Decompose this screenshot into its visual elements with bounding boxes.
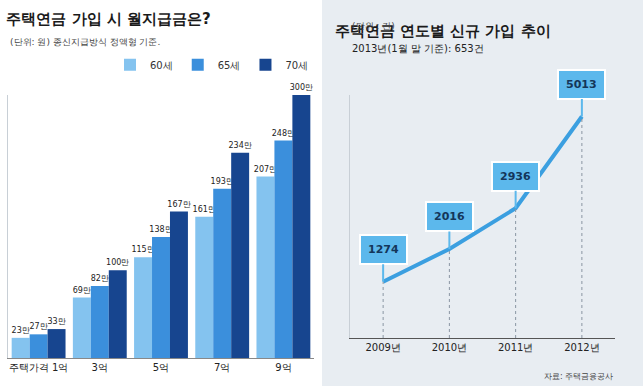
svg-text:60세: 60세 — [150, 60, 173, 71]
svg-text:주택연금 연도별 신규 가입 추이: 주택연금 연도별 신규 가입 추이 — [335, 22, 551, 40]
svg-text:2009년: 2009년 — [365, 342, 400, 353]
svg-text:2013년(1월 말 기준): 653건: 2013년(1월 말 기준): 653건 — [352, 43, 484, 54]
svg-text:7억: 7억 — [214, 362, 230, 373]
svg-text:2016: 2016 — [434, 210, 465, 223]
svg-text:161만: 161만 — [193, 205, 216, 214]
svg-text:2936: 2936 — [500, 170, 531, 183]
svg-text:27만: 27만 — [30, 322, 48, 331]
svg-text:2012년: 2012년 — [564, 342, 599, 353]
svg-text:9억: 9억 — [275, 362, 291, 373]
svg-text:33만: 33만 — [47, 317, 65, 326]
svg-text:2010년: 2010년 — [432, 342, 467, 353]
svg-text:5013: 5013 — [566, 78, 597, 91]
svg-text:248만: 248만 — [272, 129, 295, 138]
svg-text:주택연금 가입 시 월지급금은?: 주택연금 가입 시 월지급금은? — [6, 10, 210, 28]
svg-text:23만: 23만 — [12, 326, 30, 335]
svg-text:(단위 : 건): (단위 : 건) — [352, 21, 395, 31]
svg-text:주택가격 1억: 주택가격 1억 — [9, 362, 69, 373]
svg-text:5억: 5억 — [153, 362, 169, 373]
svg-text:115만: 115만 — [131, 245, 154, 254]
svg-text:70세: 70세 — [285, 60, 308, 71]
svg-text:193만: 193만 — [211, 177, 234, 186]
svg-text:100만: 100만 — [106, 258, 129, 267]
svg-text:300만: 300만 — [290, 83, 313, 92]
svg-text:167만: 167만 — [167, 200, 190, 209]
svg-text:1274: 1274 — [368, 243, 399, 256]
svg-text:207만: 207만 — [254, 165, 277, 174]
svg-text:138만: 138만 — [149, 225, 172, 234]
svg-text:자료: 주택금융공사: 자료: 주택금융공사 — [544, 372, 613, 381]
svg-text:65세: 65세 — [218, 60, 241, 71]
svg-text:2011년: 2011년 — [498, 342, 533, 353]
svg-text:3억: 3억 — [92, 362, 108, 373]
svg-text:(단위: 원) 종신지급방식 정액형 기준.: (단위: 원) 종신지급방식 정액형 기준. — [10, 37, 160, 47]
svg-text:234만: 234만 — [229, 141, 252, 150]
svg-text:82만: 82만 — [91, 274, 109, 283]
svg-text:69만: 69만 — [73, 286, 91, 295]
